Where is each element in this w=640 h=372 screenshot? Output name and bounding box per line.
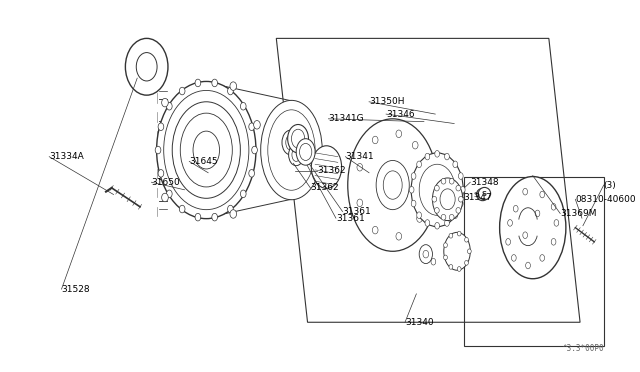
Ellipse shape bbox=[230, 210, 237, 218]
Ellipse shape bbox=[287, 125, 308, 153]
Ellipse shape bbox=[157, 81, 256, 219]
Ellipse shape bbox=[453, 161, 458, 168]
Ellipse shape bbox=[230, 82, 237, 90]
Ellipse shape bbox=[155, 146, 161, 154]
Bar bbox=[463, 177, 604, 346]
Ellipse shape bbox=[311, 146, 342, 188]
Ellipse shape bbox=[158, 170, 164, 177]
Ellipse shape bbox=[162, 98, 168, 107]
Ellipse shape bbox=[453, 212, 458, 218]
Ellipse shape bbox=[419, 245, 433, 264]
Ellipse shape bbox=[348, 119, 438, 251]
Text: 31340: 31340 bbox=[405, 318, 434, 327]
Ellipse shape bbox=[435, 222, 440, 229]
Ellipse shape bbox=[458, 173, 463, 179]
Ellipse shape bbox=[166, 190, 172, 198]
Text: 31361: 31361 bbox=[342, 207, 371, 216]
Text: 31334A: 31334A bbox=[49, 152, 84, 161]
Text: (3): (3) bbox=[604, 180, 616, 190]
Ellipse shape bbox=[432, 196, 436, 202]
Ellipse shape bbox=[444, 255, 447, 260]
Ellipse shape bbox=[253, 121, 260, 129]
Ellipse shape bbox=[435, 185, 439, 191]
Ellipse shape bbox=[465, 260, 468, 265]
Ellipse shape bbox=[212, 79, 218, 87]
Text: 08310-40600: 08310-40600 bbox=[575, 195, 636, 204]
Ellipse shape bbox=[260, 100, 322, 200]
Text: 31347: 31347 bbox=[463, 193, 492, 202]
Ellipse shape bbox=[179, 205, 185, 213]
Text: 31341: 31341 bbox=[346, 152, 374, 161]
Ellipse shape bbox=[460, 186, 465, 193]
Ellipse shape bbox=[458, 267, 461, 271]
Ellipse shape bbox=[449, 179, 454, 184]
Ellipse shape bbox=[249, 170, 255, 177]
Ellipse shape bbox=[417, 212, 422, 218]
Ellipse shape bbox=[228, 205, 233, 213]
Ellipse shape bbox=[458, 196, 463, 202]
Ellipse shape bbox=[172, 102, 241, 198]
Ellipse shape bbox=[241, 102, 246, 110]
Text: 31341G: 31341G bbox=[328, 114, 364, 123]
Text: 31645: 31645 bbox=[189, 157, 218, 166]
Text: 31528: 31528 bbox=[61, 285, 90, 294]
Ellipse shape bbox=[449, 264, 452, 269]
Text: 31650: 31650 bbox=[152, 178, 180, 187]
Ellipse shape bbox=[195, 214, 201, 221]
Ellipse shape bbox=[412, 200, 416, 207]
Ellipse shape bbox=[435, 151, 440, 157]
Ellipse shape bbox=[252, 146, 257, 154]
Ellipse shape bbox=[296, 139, 315, 165]
Text: S: S bbox=[480, 190, 485, 199]
Ellipse shape bbox=[476, 188, 489, 201]
Text: 31348: 31348 bbox=[470, 178, 499, 187]
Ellipse shape bbox=[289, 144, 304, 166]
Ellipse shape bbox=[444, 243, 447, 247]
Ellipse shape bbox=[179, 87, 185, 95]
Ellipse shape bbox=[282, 130, 299, 155]
Ellipse shape bbox=[465, 237, 468, 242]
Ellipse shape bbox=[458, 200, 463, 207]
Ellipse shape bbox=[195, 79, 201, 87]
Ellipse shape bbox=[162, 193, 168, 202]
Ellipse shape bbox=[458, 231, 461, 236]
Ellipse shape bbox=[412, 173, 416, 179]
Text: 31362: 31362 bbox=[317, 166, 346, 175]
Ellipse shape bbox=[449, 233, 452, 238]
Text: S: S bbox=[474, 192, 478, 198]
Text: 31346: 31346 bbox=[386, 110, 415, 119]
Ellipse shape bbox=[417, 161, 422, 168]
Ellipse shape bbox=[478, 187, 491, 200]
Ellipse shape bbox=[444, 232, 470, 270]
Ellipse shape bbox=[500, 177, 566, 279]
Ellipse shape bbox=[425, 220, 430, 226]
Ellipse shape bbox=[136, 52, 157, 81]
Ellipse shape bbox=[445, 153, 449, 160]
Ellipse shape bbox=[441, 214, 446, 220]
Ellipse shape bbox=[125, 38, 168, 95]
Ellipse shape bbox=[456, 185, 461, 191]
Text: 31362: 31362 bbox=[310, 183, 339, 192]
Ellipse shape bbox=[228, 87, 233, 95]
Ellipse shape bbox=[411, 153, 463, 227]
Ellipse shape bbox=[467, 249, 471, 254]
Ellipse shape bbox=[441, 179, 446, 184]
Text: S: S bbox=[482, 190, 487, 196]
Ellipse shape bbox=[249, 123, 255, 131]
Text: 31350H: 31350H bbox=[369, 97, 404, 106]
Text: 31361: 31361 bbox=[336, 214, 365, 223]
Ellipse shape bbox=[449, 214, 454, 220]
Ellipse shape bbox=[425, 153, 430, 160]
Ellipse shape bbox=[158, 123, 164, 131]
Ellipse shape bbox=[445, 220, 449, 226]
Text: ^3.3*00P0: ^3.3*00P0 bbox=[563, 344, 605, 353]
Ellipse shape bbox=[456, 208, 461, 213]
Text: 31369M: 31369M bbox=[560, 209, 596, 218]
Ellipse shape bbox=[435, 208, 439, 213]
Ellipse shape bbox=[166, 102, 172, 110]
Ellipse shape bbox=[212, 214, 218, 221]
Ellipse shape bbox=[409, 186, 414, 193]
Ellipse shape bbox=[433, 178, 463, 221]
Ellipse shape bbox=[241, 190, 246, 198]
